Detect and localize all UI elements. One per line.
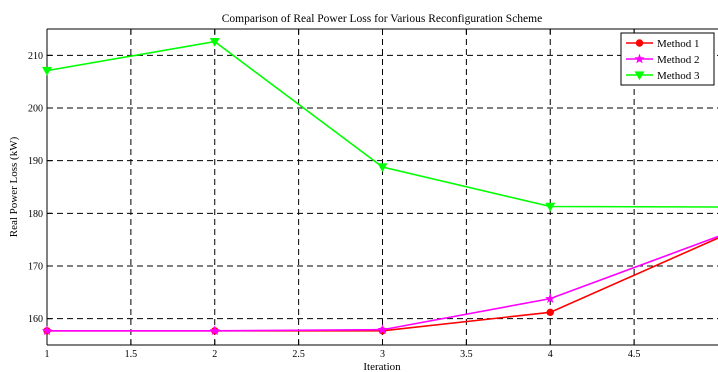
- series-layer: [41, 37, 718, 336]
- chart-title: Comparison of Real Power Loss for Variou…: [222, 13, 542, 25]
- x-tick-label: 1: [45, 349, 50, 360]
- series-3-point: [41, 66, 53, 76]
- series-3-point: [377, 163, 388, 173]
- legend-label: Method 2: [657, 54, 699, 66]
- y-tick-label: 160: [28, 314, 43, 325]
- legend-swatch-marker: [634, 53, 645, 64]
- x-axis-label: Iteration: [363, 361, 401, 372]
- legend-swatch-marker: [635, 39, 644, 47]
- series-2: [41, 235, 718, 336]
- y-tick-label: 170: [28, 262, 43, 273]
- series-2-point: [209, 325, 220, 336]
- y-tick-label: 180: [28, 209, 43, 220]
- series-2-point: [41, 325, 53, 336]
- grid: [47, 29, 718, 345]
- series-2-point: [545, 293, 556, 303]
- x-tick-label: 2: [212, 349, 217, 360]
- x-tick-label: 2.5: [292, 349, 305, 360]
- legend: Method 1 Method 2 Method 3: [620, 32, 715, 86]
- tick-labels: 1 1.5 2 2.5 3 3.5 4 4.5 160 170 180 190 200 210: [28, 51, 640, 360]
- legend-label: Method 3: [657, 70, 700, 82]
- x-tick-label: 4: [548, 349, 553, 360]
- legend-label: Method 1: [657, 38, 699, 50]
- x-tick-label: 3: [380, 349, 385, 360]
- legend-swatch-marker: [634, 71, 645, 81]
- series-3: [41, 37, 718, 212]
- y-tick-label: 190: [28, 156, 43, 167]
- y-tick-label: 210: [28, 51, 43, 62]
- y-tick-label: 200: [28, 104, 43, 115]
- series-3-point: [545, 202, 556, 212]
- plot-area: [47, 29, 718, 345]
- y-axis-label: Real Power Loss (kW): [8, 136, 20, 237]
- x-tick-label: 4.5: [628, 349, 641, 360]
- series-1-point: [546, 308, 554, 317]
- x-tick-label: 1.5: [125, 349, 138, 360]
- series-2-point: [377, 324, 388, 335]
- series-3-point: [209, 37, 220, 47]
- x-tick-label: 3.5: [460, 349, 473, 360]
